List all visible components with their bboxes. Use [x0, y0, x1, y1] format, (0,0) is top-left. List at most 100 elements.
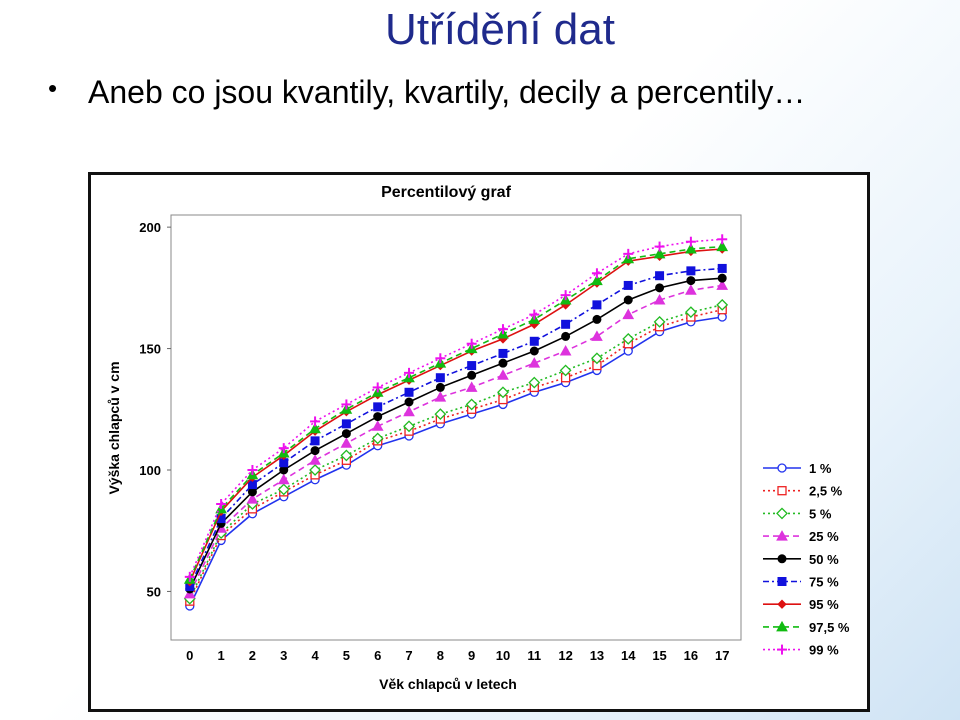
data-point — [653, 315, 666, 328]
data-point — [310, 416, 321, 427]
legend-marker — [776, 507, 788, 520]
legend-label: 99 % — [809, 643, 839, 658]
data-point — [529, 309, 540, 320]
series-line — [189, 284, 723, 595]
data-point — [653, 247, 666, 259]
data-point — [277, 473, 290, 485]
bullet-item: • Aneb co jsou kvantily, kvartily, decil… — [48, 73, 928, 111]
series-line — [189, 267, 723, 587]
legend-item: 5 % — [763, 506, 832, 521]
data-point — [404, 387, 414, 397]
data-point — [716, 279, 729, 290]
x-tick-label: 2 — [249, 648, 256, 663]
data-point — [341, 419, 351, 429]
data-point — [498, 358, 508, 368]
legend-marker — [777, 599, 787, 609]
data-point — [371, 432, 384, 445]
data-point — [216, 499, 227, 509]
data-point — [497, 386, 509, 399]
data-point — [340, 437, 353, 448]
data-point — [465, 381, 478, 392]
x-tick-label: 0 — [186, 648, 193, 663]
y-tick-label: 50 — [147, 584, 161, 599]
x-tick-label: 14 — [621, 648, 636, 663]
data-point — [559, 364, 572, 377]
data-point — [653, 293, 666, 305]
data-point — [435, 373, 445, 383]
series-line — [189, 238, 723, 578]
data-point — [277, 483, 290, 496]
x-tick-label: 11 — [527, 648, 541, 663]
data-point — [529, 336, 539, 346]
x-tick-label: 7 — [405, 648, 412, 663]
data-point — [466, 338, 477, 349]
x-tick-label: 3 — [280, 648, 287, 663]
series-group — [183, 234, 729, 611]
legend-item: 50 % — [763, 552, 839, 567]
series-line — [189, 316, 723, 607]
data-point — [341, 399, 352, 410]
legend-label: 1 % — [809, 461, 832, 476]
legend-item: 2,5 % — [763, 484, 843, 499]
data-point — [623, 295, 633, 305]
data-point — [591, 330, 603, 341]
legend-marker — [776, 620, 788, 632]
legend-label: 97,5 % — [809, 620, 850, 635]
series-line — [189, 277, 723, 590]
series-9 — [184, 234, 728, 582]
legend-label: 25 % — [809, 529, 839, 544]
percentile-chart-figure: Percentilový graf Věk chlapců v letech V… — [88, 172, 870, 712]
data-point — [404, 397, 414, 407]
data-point — [435, 353, 446, 364]
y-ticks: 50 100 150 200 — [139, 220, 171, 599]
x-tick-label: 16 — [684, 648, 698, 663]
data-point — [309, 422, 321, 434]
data-point — [655, 283, 665, 293]
data-point — [686, 266, 696, 276]
data-point — [435, 382, 445, 392]
legend-item: 97,5 % — [763, 620, 850, 635]
legend-marker — [777, 577, 787, 586]
data-point — [591, 352, 603, 365]
data-point — [246, 493, 259, 504]
data-point — [404, 367, 415, 378]
data-point — [717, 273, 727, 283]
x-ticks: 0 1 2 3 4 5 6 7 8 9 10 11 12 13 14 15 16 17 — [186, 648, 729, 663]
data-point — [309, 464, 321, 476]
legend-label: 95 % — [809, 597, 839, 612]
percentile-chart: Percentilový graf Věk chlapců v letech V… — [106, 184, 850, 692]
legend-marker — [776, 530, 788, 541]
data-point — [528, 357, 541, 368]
legend-label: 75 % — [809, 575, 839, 590]
data-point — [467, 361, 477, 371]
data-point — [685, 236, 696, 247]
legend-label: 2,5 % — [809, 484, 843, 499]
legend-marker — [777, 644, 787, 655]
legend: 1 % 2,5 % 5 % 25 % 50 % 75 % 95 % 97,5 % 99 % — [763, 461, 850, 658]
data-point — [684, 306, 697, 319]
data-point — [623, 248, 634, 259]
data-point — [716, 298, 729, 311]
data-point — [561, 319, 571, 329]
data-point — [278, 443, 289, 454]
data-point — [716, 240, 729, 252]
data-point — [561, 331, 571, 341]
x-tick-label: 10 — [496, 648, 510, 663]
data-point — [403, 405, 415, 417]
data-point — [717, 234, 728, 245]
series-3 — [183, 298, 729, 605]
plot-area — [170, 214, 742, 641]
series-line — [189, 248, 723, 583]
y-tick-label: 200 — [139, 220, 161, 235]
data-point — [371, 420, 384, 431]
data-point — [498, 348, 508, 358]
data-point — [592, 314, 602, 324]
y-tick-label: 150 — [139, 342, 161, 357]
data-point — [560, 290, 571, 301]
x-tick-label: 12 — [558, 648, 572, 663]
legend-item: 99 % — [763, 643, 839, 658]
chart-title: Percentilový graf — [381, 184, 512, 201]
x-tick-label: 15 — [652, 648, 666, 663]
data-point — [717, 263, 727, 273]
x-tick-label: 9 — [468, 648, 475, 663]
